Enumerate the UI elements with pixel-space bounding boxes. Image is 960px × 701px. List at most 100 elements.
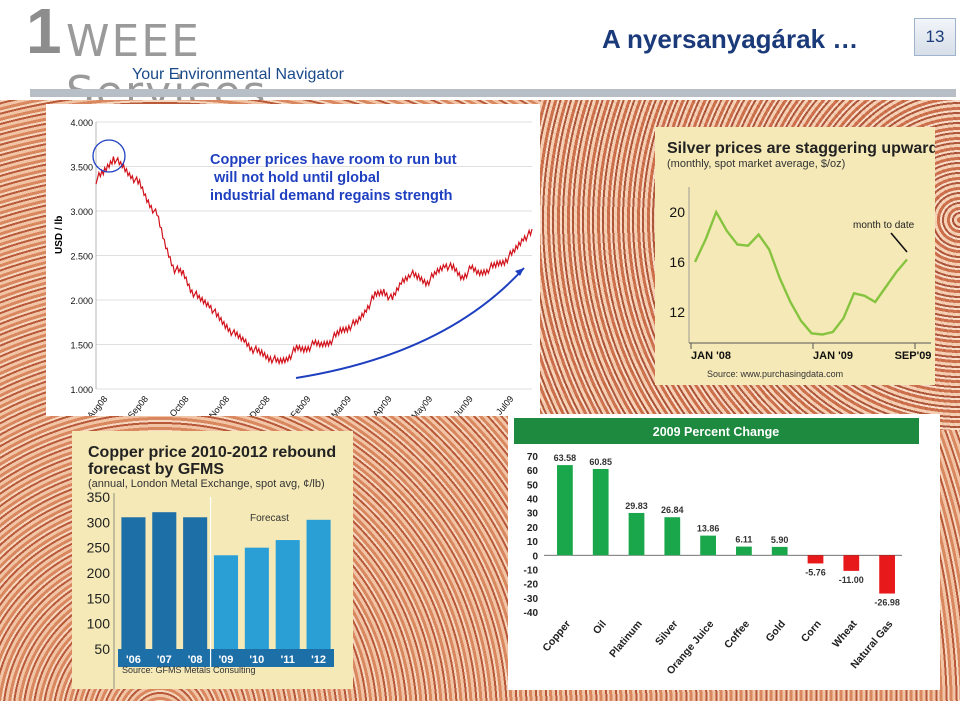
- gfms-xtick: '07: [157, 654, 172, 666]
- pct-value-label: 13.86: [697, 524, 720, 534]
- pct-bar: [736, 546, 752, 556]
- copper-price-plot: USD / lb 4.000 3.500 3.000 2.500 2.000 1.500 1…: [54, 118, 533, 421]
- pct-xtick: Corn: [799, 618, 824, 644]
- copper-series-line: [95, 156, 533, 366]
- copper-ytick: 1.500: [70, 341, 93, 351]
- gfms-xtick: '11: [281, 654, 295, 666]
- copper-xtick: Nov08: [207, 394, 231, 416]
- pct-value-label: 63.58: [554, 453, 577, 463]
- pct-ytick: 30: [527, 509, 539, 520]
- gfms-ytick: 150: [87, 590, 111, 606]
- pct-ytick: 10: [527, 537, 539, 548]
- pct-bar: [700, 535, 716, 556]
- copper-ytick: 2.000: [70, 296, 93, 306]
- copper-xtick: Jul09: [494, 394, 515, 416]
- gfms-source: Source: GFMS Metals Consulting: [122, 665, 256, 675]
- pct-value-label: 6.11: [735, 535, 752, 545]
- pct-ytick: -10: [524, 565, 539, 576]
- copper-xtick: Jun09: [452, 394, 475, 416]
- pct-bar: [843, 555, 860, 571]
- gfms-xtick: '10: [249, 654, 264, 666]
- copper-xtick: May09: [409, 394, 434, 416]
- gfms-forecast-label: Forecast: [250, 513, 289, 524]
- silver-annotation-pointer: [890, 232, 908, 253]
- gfms-bar: [306, 519, 331, 649]
- percent-change-title-bar: [514, 418, 919, 444]
- gfms-ytick: 350: [87, 489, 111, 505]
- copper-ytick: 4.000: [70, 118, 93, 128]
- company-logo: 1 WEEE Services Your Environmental Navig…: [26, 0, 386, 118]
- silver-ytick: 12: [669, 304, 685, 320]
- pct-bar: [664, 517, 681, 556]
- pct-xtick: Gold: [763, 618, 788, 644]
- pct-ytick: -20: [524, 580, 539, 591]
- copper-ylabel: USD / lb: [54, 216, 65, 254]
- pct-bar: [879, 555, 895, 594]
- percent-change-chart: 2009 Percent Change 70 60 50 40 30 20 10 0 -10 -2…: [508, 414, 940, 690]
- gfms-ytick: 250: [87, 540, 111, 556]
- pct-ytick: -30: [524, 594, 539, 605]
- pct-xtick: Wheat: [830, 618, 860, 650]
- logo-tagline: Your Environmental Navigator: [132, 66, 344, 83]
- pct-value-label: 26.84: [661, 505, 684, 515]
- silver-source: Source: www.purchasingdata.com: [707, 369, 843, 379]
- gfms-ytick: 300: [87, 514, 111, 530]
- percent-change-plot: 2009 Percent Change 70 60 50 40 30 20 10 0 -10 -2…: [514, 418, 919, 677]
- percent-change-title: 2009 Percent Change: [653, 425, 779, 439]
- gfms-xtick: '12: [311, 654, 326, 666]
- pct-xtick: Coffee: [722, 618, 752, 651]
- pct-value-label: 29.83: [625, 501, 648, 511]
- pct-ytick: 50: [527, 480, 539, 491]
- copper-ytick: 2.500: [70, 252, 93, 262]
- silver-ytick: 16: [669, 254, 685, 270]
- gfms-ytick: 200: [87, 565, 111, 581]
- silver-annotation: month to date: [853, 220, 915, 231]
- pct-ytick: 60: [527, 466, 539, 477]
- gfms-title-line1: Copper price 2010-2012 rebound forecast b…: [88, 444, 336, 478]
- silver-title: Silver prices are staggering upward: [667, 140, 935, 157]
- slide-title: A nyersanyagárak …: [602, 24, 859, 54]
- silver-subtitle: (monthly, spot market average, $/oz): [667, 158, 845, 170]
- pct-ytick: 70: [527, 452, 539, 463]
- trend-arrow-head: [515, 268, 524, 276]
- silver-series-line: [693, 209, 908, 336]
- pct-ytick: -40: [524, 608, 539, 619]
- pct-xtick: Oil: [591, 618, 609, 637]
- gfms-xtick: '09: [219, 654, 234, 666]
- pct-value-label: 60.85: [589, 457, 612, 467]
- copper-xtick: Dec08: [248, 394, 272, 416]
- pct-ytick: 40: [527, 495, 539, 506]
- copper-xtick: Sep08: [126, 394, 150, 416]
- gfms-bar: [244, 547, 269, 649]
- trend-arrow: [295, 267, 525, 379]
- logo-numeral: 1: [26, 0, 62, 67]
- gfms-bar: [121, 517, 146, 649]
- copper-price-line-chart: USD / lb 4.000 3.500 3.000 2.500 2.000 1.500 1…: [46, 104, 540, 421]
- copper-ytick: 3.500: [70, 163, 93, 173]
- copper-ytick: 1.000: [70, 385, 93, 395]
- pct-bar: [771, 546, 788, 556]
- copper-xtick: Feb09: [288, 394, 312, 416]
- gfms-bar: [183, 517, 208, 649]
- gfms-ytick: 100: [87, 616, 111, 632]
- gfms-category-band: [118, 649, 334, 667]
- pct-xtick: Silver: [653, 618, 681, 648]
- gfms-subtitle: (annual, London Metal Exchange, spot avg…: [88, 478, 325, 490]
- copper-xtick: Mar09: [329, 394, 353, 416]
- pct-value-label: -5.76: [805, 567, 826, 577]
- pct-ytick: 0: [532, 551, 538, 562]
- gfms-ytick: 50: [94, 641, 110, 657]
- gfms-xtick: '08: [188, 654, 203, 666]
- copper-xtick: Oct08: [168, 394, 191, 416]
- pct-value-label: -26.98: [874, 598, 900, 608]
- copper-xtick: Aug08: [85, 394, 109, 416]
- pct-bar: [628, 512, 645, 556]
- copper-ytick: 3.000: [70, 207, 93, 217]
- pct-bar: [592, 468, 609, 556]
- header-divider: [30, 89, 956, 97]
- gfms-bar: [213, 555, 239, 649]
- copper-xtick: Apr09: [371, 394, 394, 416]
- pct-ytick: 20: [527, 523, 539, 534]
- silver-xtick: JAN '08: [691, 350, 731, 362]
- peak-highlight-circle: [92, 139, 126, 173]
